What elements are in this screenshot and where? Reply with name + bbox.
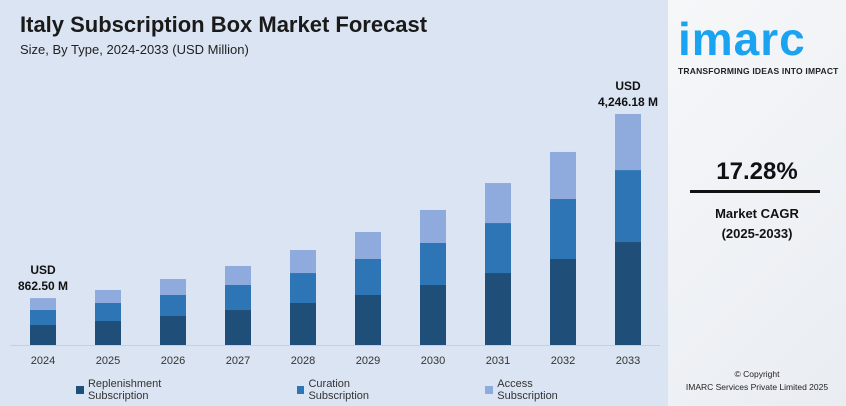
chart-panel: Italy Subscription Box Market Forecast S… <box>0 0 668 406</box>
bar-2029-0 <box>355 295 381 345</box>
bar-2027-2 <box>225 266 251 285</box>
x-tick-label: 2033 <box>616 355 640 367</box>
bar-2028-0 <box>290 303 316 345</box>
bar-2029-1 <box>355 258 381 296</box>
x-tick-label: 2032 <box>551 355 575 367</box>
bar-2028-2 <box>290 250 316 274</box>
chart-subtitle: Size, By Type, 2024-2033 (USD Million) <box>20 42 249 57</box>
bar-2032-1 <box>550 198 576 259</box>
legend-item: Replenishment Subscription <box>76 378 225 402</box>
x-tick-label: 2031 <box>486 355 510 367</box>
x-tick-label: 2028 <box>291 355 315 367</box>
copyright: © Copyright IMARC Services Private Limit… <box>668 368 846 394</box>
brand-panel: imarc TRANSFORMING IDEAS INTO IMPACT 17.… <box>668 0 846 406</box>
bar-2024-1 <box>30 309 56 325</box>
bar-2027-1 <box>225 284 251 311</box>
bar-2025-2 <box>95 289 121 304</box>
legend-swatch <box>296 386 305 394</box>
tagline: TRANSFORMING IDEAS INTO IMPACT <box>678 66 839 76</box>
bar-2025-1 <box>95 303 121 322</box>
bar-2025-0 <box>95 321 121 345</box>
cagr-period: (2025-2033) <box>721 226 793 241</box>
legend-item: Curation Subscription <box>296 378 414 402</box>
copyright-label: © Copyright <box>734 369 780 379</box>
bar-2033-1 <box>615 170 641 243</box>
bar-2026-1 <box>160 295 186 317</box>
bar-2026-2 <box>160 279 186 296</box>
company-name: IMARC Services Private Limited 2025 <box>685 382 829 392</box>
annotation-2033: 4,246.18 M <box>598 95 658 109</box>
chart-title: Italy Subscription Box Market Forecast <box>20 12 428 37</box>
x-tick-label: 2029 <box>356 355 380 367</box>
cagr-value: 17.28% <box>716 158 798 185</box>
bar-chart: 2024 2025 2026 2027 2028 2029 2030 2031 2032 2033… <box>10 79 660 367</box>
annotation-2024: USD <box>30 263 56 277</box>
bar-2033-2 <box>615 114 641 171</box>
bar-2029-2 <box>355 232 381 259</box>
x-tick-label: 2024 <box>31 355 55 367</box>
bar-2033-0 <box>615 242 641 345</box>
legend-swatch <box>76 386 84 394</box>
bar-2024-2 <box>30 298 56 310</box>
bar-2032-0 <box>550 258 576 345</box>
legend-label: Access Subscription <box>497 378 558 402</box>
legend: Replenishment Subscription Curation Subsc… <box>76 378 668 402</box>
bar-2031-2 <box>485 183 511 224</box>
bar-2030-2 <box>420 209 446 243</box>
bar-2024-0 <box>30 324 56 345</box>
bar-2031-0 <box>485 273 511 345</box>
x-tick-label: 2030 <box>421 355 445 367</box>
cagr-label: Market CAGR (2025-2033) <box>668 204 846 244</box>
x-tick-label: 2026 <box>161 355 185 367</box>
cagr-label-text: Market CAGR <box>715 206 799 221</box>
x-tick-label: 2025 <box>96 355 120 367</box>
legend-item: Access Subscription <box>485 378 596 402</box>
bar-2027-0 <box>225 310 251 345</box>
legend-label: Curation Subscription <box>308 378 370 402</box>
bar-2032-2 <box>550 151 576 199</box>
annotation-2033: USD <box>615 79 641 93</box>
bar-2030-0 <box>420 284 446 345</box>
divider <box>690 190 820 193</box>
annotation-2024: 862.50 M <box>18 279 68 293</box>
bar-2031-1 <box>485 223 511 274</box>
legend-swatch <box>485 386 494 394</box>
imarc-logo: imarc <box>678 13 806 65</box>
bar-2026-0 <box>160 316 186 345</box>
bar-2030-1 <box>420 242 446 285</box>
bar-2028-1 <box>290 273 316 304</box>
legend-label: Replenishment Subscription <box>87 378 162 402</box>
x-tick-label: 2027 <box>226 355 250 367</box>
